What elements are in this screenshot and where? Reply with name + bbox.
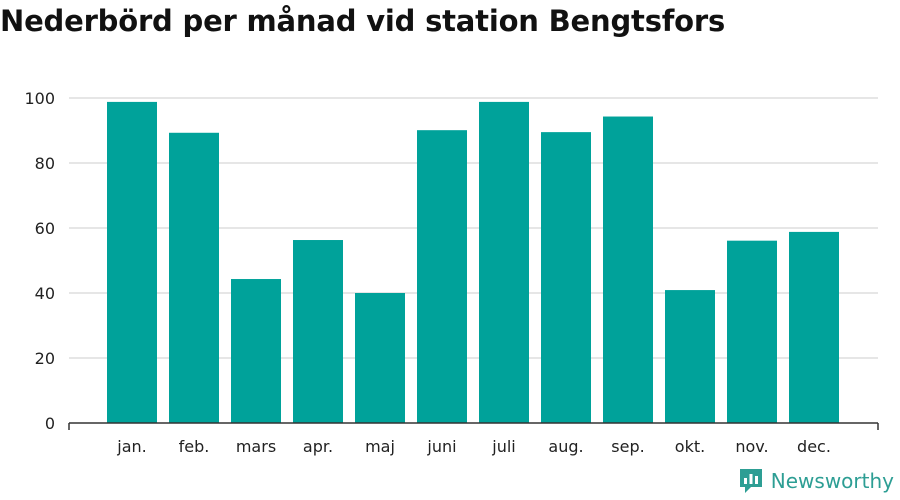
x-tick-label: dec. [797,437,831,456]
axes: 0 20 40 60 80 100 jan. feb. mars apr. maj juni juli a… [24,89,879,456]
brand-logo: Newsworthy [739,468,894,494]
bars [107,101,839,424]
bar-feb [169,132,219,423]
x-tick-label: maj [365,437,395,456]
x-tick-label: okt. [675,437,705,456]
bar-nov [727,240,777,423]
y-tick-label: 40 [35,284,55,303]
bar-mars [231,279,281,423]
chart-title: Nederbörd per månad vid station Bengtsfo… [0,4,726,38]
bar-dec [789,231,839,423]
x-tick-label: juli [491,437,515,456]
brand-name: Newsworthy [770,469,894,493]
x-tick-label: aug. [548,437,583,456]
bar-aug [541,132,591,423]
y-tick-label: 80 [35,154,55,173]
x-tick-label: nov. [735,437,768,456]
x-tick-label: jan. [116,437,146,456]
y-tick-label: 60 [35,219,55,238]
y-tick-label: 100 [24,89,55,108]
bar-chart-logo-icon [739,469,762,493]
bar-jan [107,101,157,424]
bar-maj [355,293,405,423]
y-tick-label: 0 [45,414,55,433]
bar-apr [293,240,343,423]
y-tick-label: 20 [35,349,55,368]
bar-juli [479,101,529,424]
bar-okt [665,290,715,423]
bar-juni [417,130,467,424]
x-tick-label: sep. [611,437,644,456]
x-tick-label: mars [236,437,276,456]
bar-sep [603,116,653,424]
x-tick-label: juni [426,437,456,456]
x-tick-label: feb. [179,437,210,456]
x-tick-label: apr. [303,437,333,456]
